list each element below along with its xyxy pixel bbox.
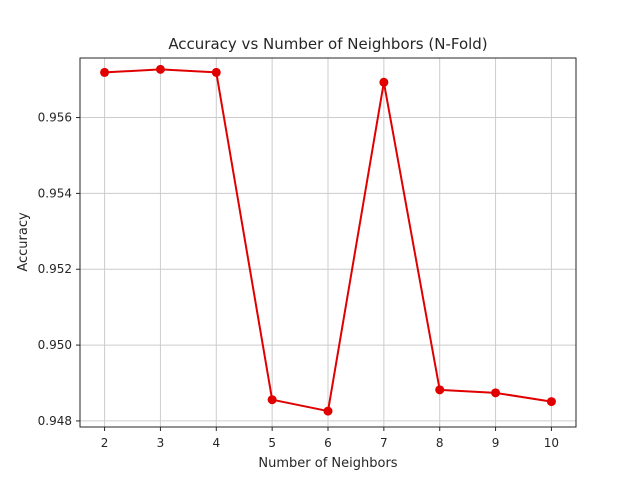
x-tick-label: 8 — [436, 436, 444, 450]
y-tick-label: 0.952 — [38, 262, 72, 276]
x-tick-label: 2 — [101, 436, 109, 450]
x-tick-label: 6 — [324, 436, 332, 450]
series-group — [100, 64, 556, 416]
data-point — [379, 77, 389, 87]
x-axis-label: Number of Neighbors — [258, 456, 397, 471]
x-tick-label: 10 — [544, 436, 559, 450]
y-tick-label: 0.950 — [38, 338, 72, 352]
data-point — [155, 64, 165, 74]
data-point — [546, 397, 556, 407]
data-point — [323, 406, 333, 416]
x-tick-label: 9 — [492, 436, 500, 450]
data-point — [435, 385, 445, 395]
chart-title: Accuracy vs Number of Neighbors (N-Fold) — [168, 35, 487, 53]
y-axis-label: Accuracy — [16, 212, 31, 272]
x-tick-label: 4 — [212, 436, 220, 450]
y-tick-label: 0.948 — [38, 414, 72, 428]
grid — [80, 58, 576, 427]
x-tick-label: 3 — [157, 436, 165, 450]
x-tick-label: 5 — [268, 436, 276, 450]
x-axis-ticks: 2 3 4 5 6 7 8 9 10 — [101, 427, 559, 450]
y-tick-label: 0.956 — [38, 111, 72, 125]
data-point — [491, 388, 501, 398]
data-point — [100, 67, 110, 77]
data-point — [267, 395, 277, 405]
y-axis-ticks: 0.948 0.950 0.952 0.954 0.956 — [38, 111, 80, 428]
y-tick-label: 0.954 — [38, 186, 72, 200]
data-point — [211, 67, 221, 77]
x-tick-label: 7 — [380, 436, 388, 450]
